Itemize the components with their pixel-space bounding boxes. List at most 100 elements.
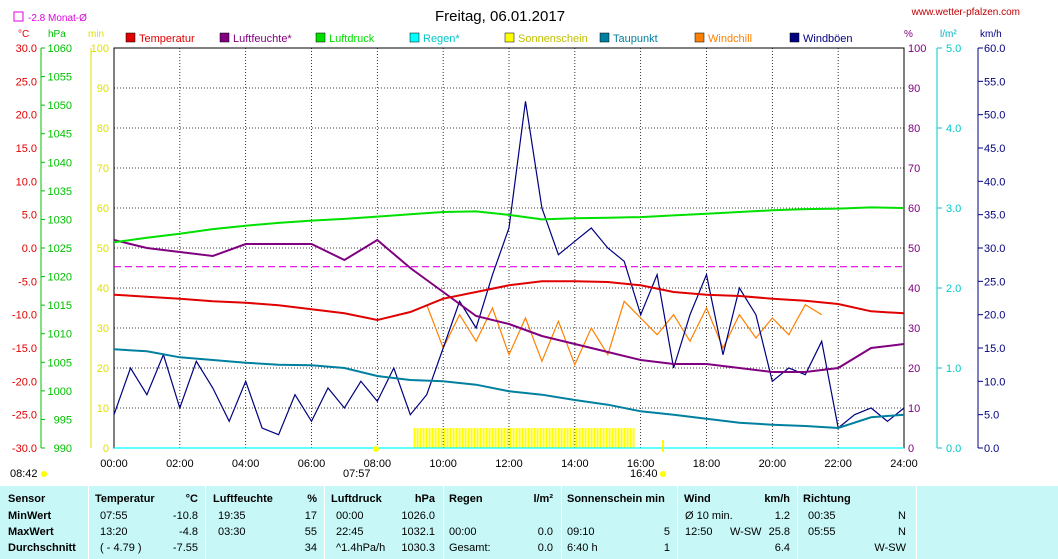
time-tick: 12:00 [495, 458, 523, 470]
sunshine-bar [446, 428, 449, 448]
sunshine-bar [491, 428, 494, 448]
percent-tick: 100 [908, 43, 926, 55]
rain-value: 0.0 [537, 526, 553, 538]
sunshine-bar [497, 428, 500, 448]
temp-tick: -5.0 [18, 276, 37, 288]
min-tick: 90 [97, 83, 109, 95]
unit-min: min [88, 29, 104, 40]
wind-tick: 20.0 [984, 310, 1005, 322]
sunshine-bar [566, 428, 569, 448]
sun-value: 1 [663, 542, 670, 554]
sunshine-bar [512, 428, 515, 448]
sun-icon [41, 471, 47, 477]
rain-tick: 4.0 [946, 123, 961, 135]
temp-value: -7.55 [172, 542, 198, 554]
series-line-windben [113, 101, 905, 436]
wind-dir: W-SW [730, 526, 762, 538]
sunshine-bar [587, 428, 590, 448]
wind-tick: 5.0 [984, 410, 999, 422]
sun-value: 5 [663, 526, 670, 538]
sunshine-bar [560, 428, 563, 448]
sunshine-bar [413, 428, 416, 448]
rain-tick: 3.0 [946, 203, 961, 215]
sunshine-bar [533, 428, 536, 448]
temp-tick: 5.0 [22, 210, 37, 222]
pressure-tick: 995 [54, 414, 72, 426]
wind-tick: 55.0 [984, 76, 1005, 88]
time-tick: 04:00 [232, 458, 260, 470]
table-divider [677, 486, 678, 559]
website-label: www.wetter-pfalzen.com [911, 7, 1020, 18]
sunshine-bar [530, 428, 533, 448]
wind-time: 12:50 [685, 526, 713, 538]
sunshine-bar [422, 428, 425, 448]
hum-time: 19:35 [218, 510, 246, 522]
sunshine-bar [614, 428, 617, 448]
unit-percent: % [904, 29, 913, 40]
header-richtung: Richtung [803, 493, 851, 505]
unit-wind: km/h [980, 29, 1002, 40]
row-label: MinWert [8, 510, 52, 522]
temp-time: ( - 4.79 ) [100, 542, 142, 554]
sunrise-label: 08:42 [10, 468, 38, 480]
legend-swatch [599, 32, 610, 43]
table-divider [561, 486, 562, 559]
press-value: 1026.0 [401, 510, 435, 522]
sunshine-bar [545, 428, 548, 448]
sunshine-bar [437, 428, 440, 448]
series-line-luftfeuchte [113, 238, 905, 373]
sunshine-bar [596, 428, 599, 448]
sunshine-bar [611, 428, 614, 448]
temp-tick: 10.0 [16, 176, 37, 188]
wind-tick: 60.0 [984, 43, 1005, 55]
min-tick: 50 [97, 243, 109, 255]
wind-tick: 45.0 [984, 143, 1005, 155]
sunshine-bar [581, 428, 584, 448]
sunshine-bar [428, 428, 431, 448]
time-tick: 08:00 [364, 458, 392, 470]
sunshine-bar [485, 428, 488, 448]
temp-tick: 20.0 [16, 110, 37, 122]
temp-value: -10.8 [172, 510, 198, 522]
header-hum-unit: % [307, 493, 317, 505]
time-tick: 10:00 [429, 458, 457, 470]
sunshine-bar [515, 428, 518, 448]
sunshine-bar [521, 428, 524, 448]
dir-value: W-SW [874, 542, 906, 554]
legend-label: Regen* [423, 33, 460, 45]
pressure-tick: 1005 [48, 357, 72, 369]
pressure-tick: 1060 [48, 43, 72, 55]
stats-table: Sensor Temperatur °C Luftfeuchte% Luftdruck h… [0, 486, 1058, 559]
temp-tick: 0.0 [22, 243, 37, 255]
time-tick: 00:00 [100, 458, 128, 470]
header-luftfeuchte: Luftfeuchte [213, 493, 273, 505]
pressure-tick: 1025 [48, 243, 72, 255]
pressure-tick: 1050 [48, 100, 72, 112]
sunshine-bar [503, 428, 506, 448]
sunshine-bar [575, 428, 578, 448]
table-divider [88, 486, 89, 559]
sunshine-bar [518, 428, 521, 448]
table-divider [205, 486, 206, 559]
sunshine-bar [572, 428, 575, 448]
rain-tick: 0.0 [946, 443, 961, 455]
min-tick: 60 [97, 203, 109, 215]
table-divider [324, 486, 325, 559]
percent-tick: 50 [908, 243, 920, 255]
sunshine-bar [632, 428, 635, 448]
sunshine-bar [563, 428, 566, 448]
weather-chart: Freitag, 06.01.2017 www.wetter-pfalzen.c… [10, 7, 1020, 480]
min-tick: 40 [97, 283, 109, 295]
sunshine-bar [482, 428, 485, 448]
min-tick: 80 [97, 123, 109, 135]
series-group [113, 101, 905, 449]
legend-swatch [125, 32, 136, 43]
wind-tick: 0.0 [984, 443, 999, 455]
time-tick: 22:00 [824, 458, 852, 470]
sunshine-bar [536, 428, 539, 448]
sunshine-bar [431, 428, 434, 448]
press-value: 1032.1 [401, 526, 435, 538]
sunshine-bar [626, 428, 629, 448]
header-luftdruck: Luftdruck [331, 493, 382, 505]
wind-tick: 40.0 [984, 176, 1005, 188]
